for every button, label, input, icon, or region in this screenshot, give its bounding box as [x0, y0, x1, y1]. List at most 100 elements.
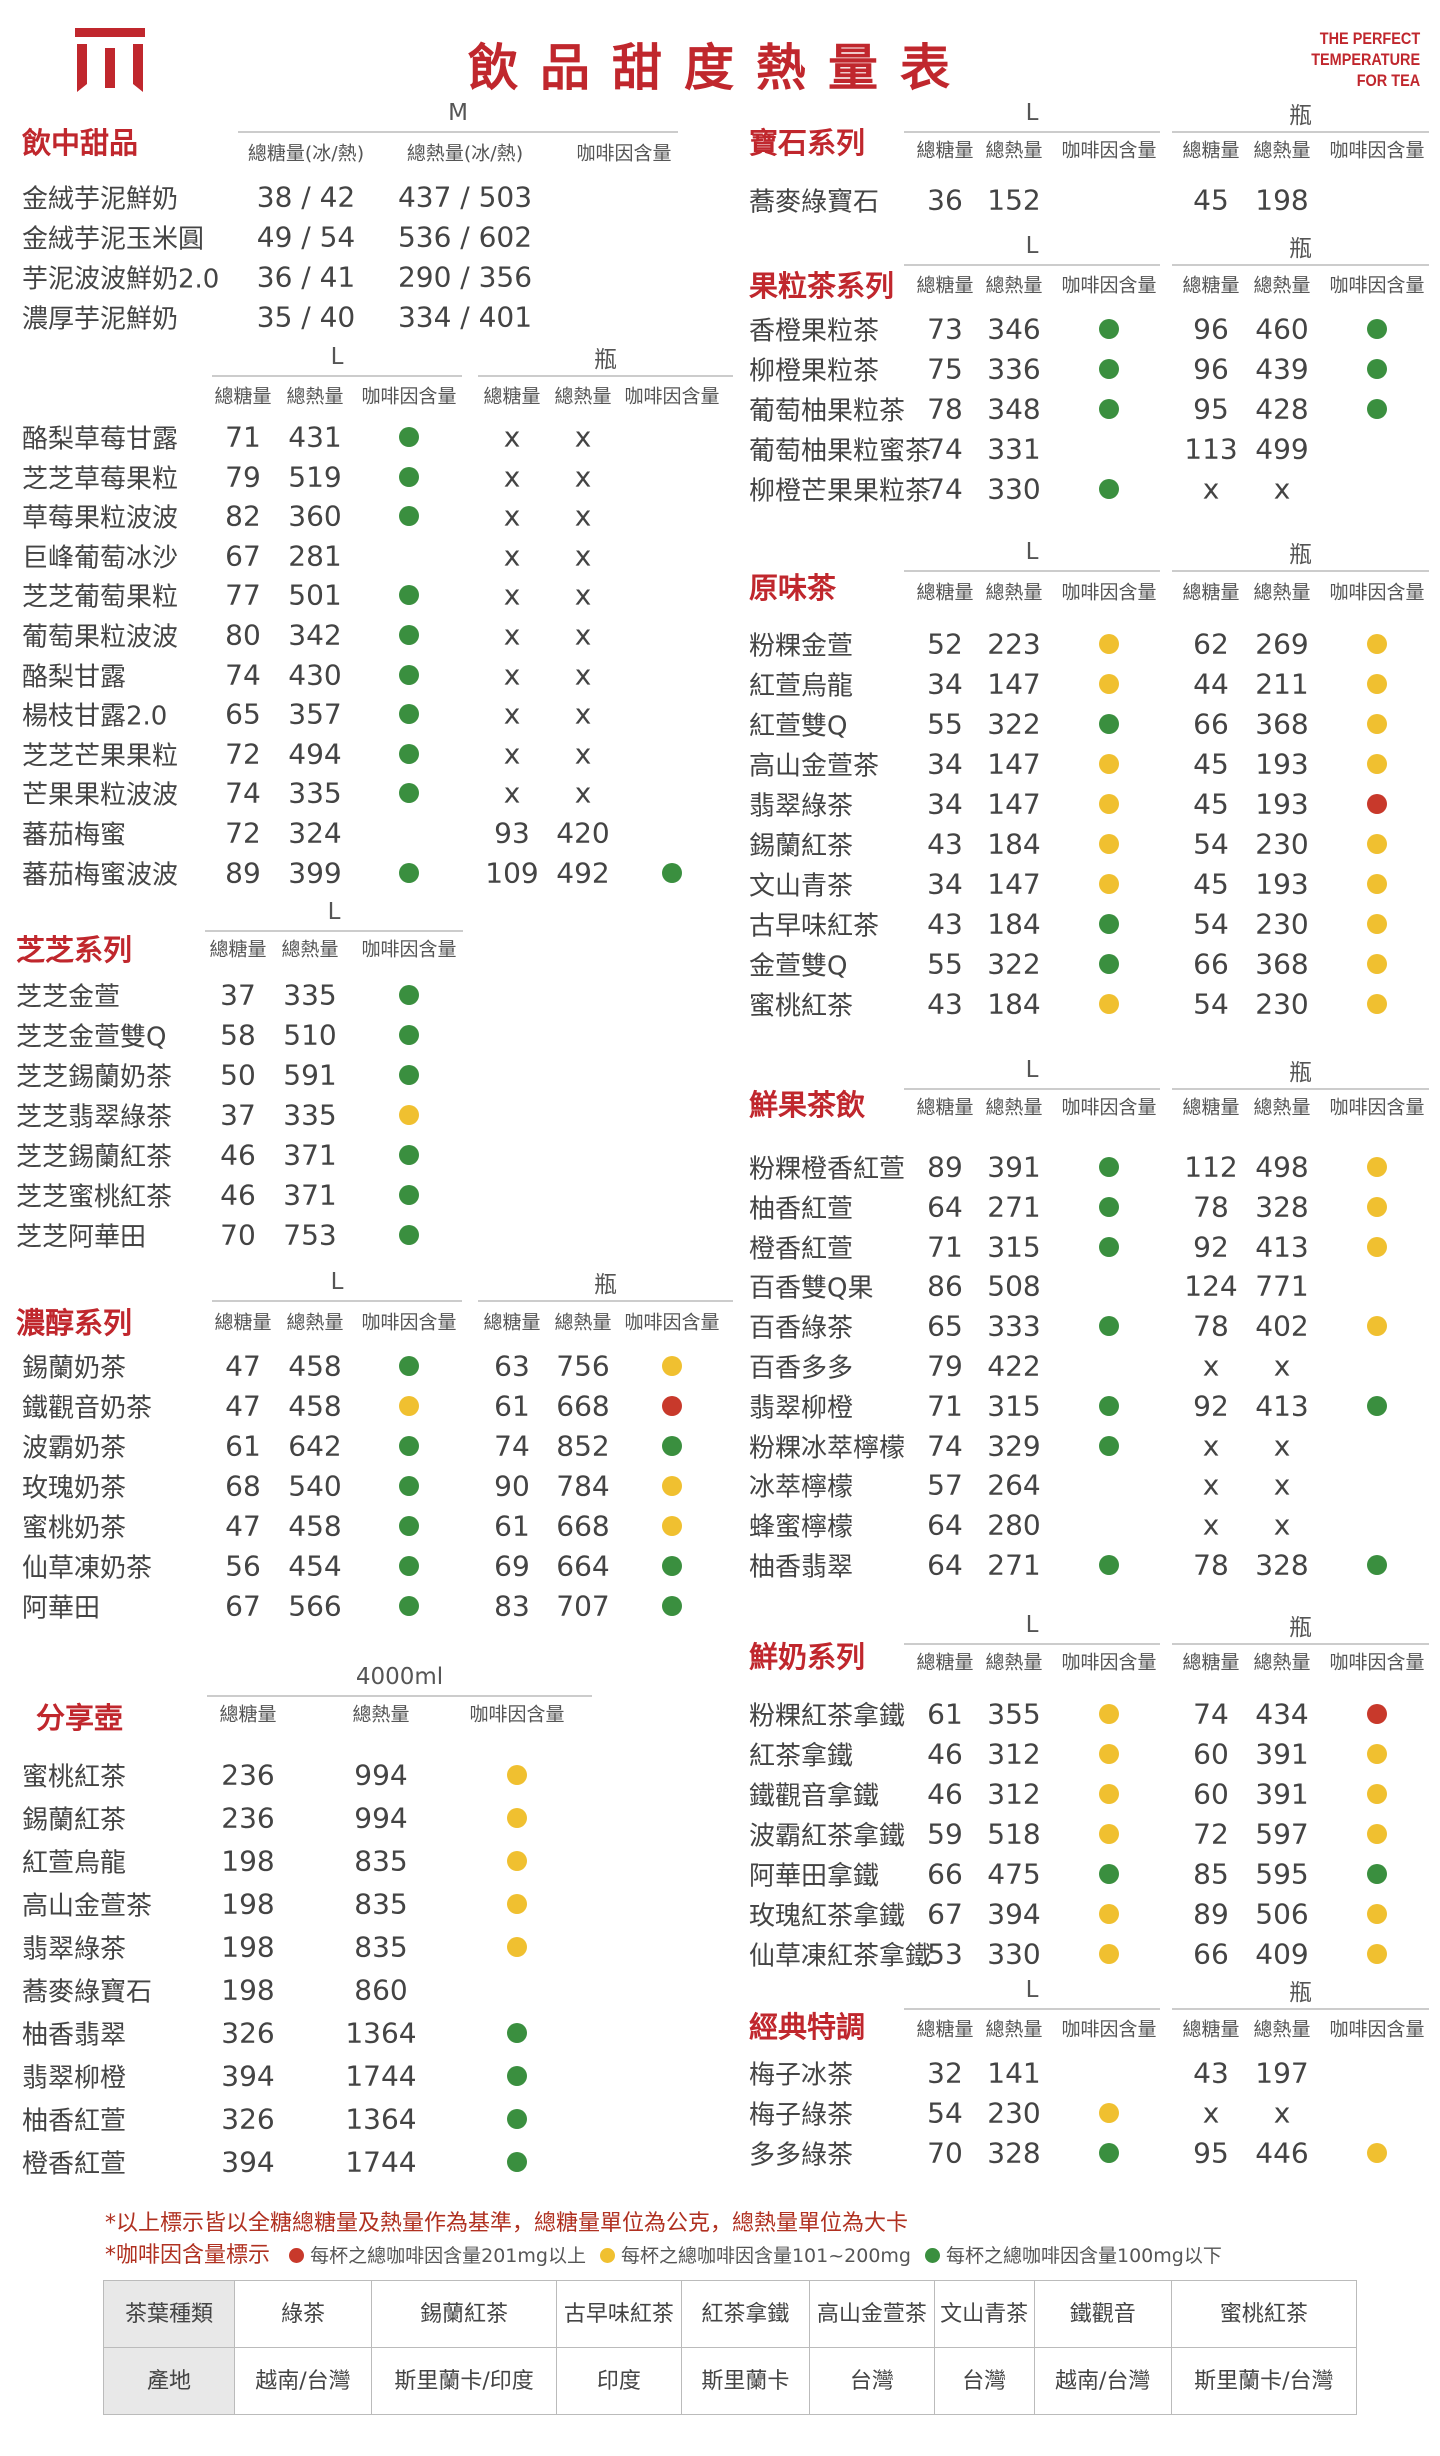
calorie-value: 342	[288, 618, 342, 652]
calorie-value: x	[574, 420, 592, 454]
sugar-value: 34	[927, 747, 963, 781]
caffeine-green-dot-icon	[1099, 399, 1119, 419]
column-header: 總糖量	[1182, 139, 1240, 162]
sugar-value: 47	[225, 1389, 261, 1423]
column-header: 咖啡因含量	[576, 142, 672, 165]
sugar-value: 124	[1184, 1269, 1238, 1303]
sugar-value: 326	[221, 2016, 275, 2050]
brand-logo	[75, 28, 145, 92]
caffeine-yellow-dot-icon	[1367, 1196, 1387, 1217]
sugar-value: 37	[220, 1098, 256, 1132]
tea-type-cell: 錫蘭紅茶	[370, 2280, 558, 2348]
legend-text: 每杯之總咖啡因含量100mg以下	[945, 2245, 1222, 2267]
sugar-value: 32	[927, 2056, 963, 2090]
calorie-value: x	[574, 578, 592, 612]
calorie-value: x	[1273, 1468, 1291, 1502]
calorie-value: 994	[354, 1758, 408, 1792]
sugar-value: 68	[225, 1469, 261, 1503]
size-divider	[478, 375, 733, 377]
caffeine-red-dot-icon	[1367, 1704, 1387, 1724]
sugar-value: x	[503, 658, 521, 692]
calorie-value: x	[1273, 1508, 1291, 1542]
caffeine-green-dot-icon	[1099, 319, 1119, 339]
sugar-value: 72	[1193, 1817, 1229, 1851]
drink-name: 酪梨草莓甘露	[22, 424, 179, 455]
calorie-value: 835	[354, 1844, 408, 1878]
sugar-value: 96	[1193, 352, 1229, 386]
caffeine-green-dot-icon	[399, 985, 419, 1005]
size-divider	[207, 1695, 592, 1697]
drink-name: 香橙果粒茶	[749, 316, 880, 347]
column-header: 咖啡因含量	[1329, 139, 1425, 162]
drink-name: 紅萱烏龍	[749, 671, 854, 702]
column-header: 總糖量	[1182, 2018, 1240, 2041]
column-header: 總熱量	[985, 139, 1043, 162]
sugar-value: 71	[225, 420, 261, 454]
calorie-value: 391	[987, 1150, 1041, 1184]
calorie-value: 784	[556, 1469, 610, 1503]
caffeine-green-dot-icon	[399, 1436, 419, 1456]
sugar-value: 85	[1193, 1857, 1229, 1891]
drink-name: 芝芝葡萄果粒	[22, 582, 179, 613]
drink-name: 蕎麥綠寶石	[749, 187, 880, 218]
calorie-value: x	[574, 697, 592, 731]
calorie-value: 1364	[345, 2102, 417, 2136]
drink-name: 芝芝芒果果粒	[22, 741, 179, 772]
section-title-zhizhi: 芝芝系列	[16, 933, 133, 967]
caffeine-yellow-dot-icon	[1367, 994, 1387, 1014]
sugar-value: 112	[1184, 1150, 1238, 1184]
sugar-value: x	[503, 539, 521, 573]
calorie-value: 329	[987, 1429, 1041, 1463]
sugar-value: 394	[221, 2145, 275, 2179]
sugar-value: 236	[221, 1758, 275, 1792]
sugar-value: 50	[220, 1058, 256, 1092]
legend-items: 每杯之總咖啡因含量201mg以上 每杯之總咖啡因含量101~200mg 每杯之總咖啡…	[275, 2245, 1222, 2267]
sugar-value: 43	[927, 907, 963, 941]
caffeine-green-dot-icon	[399, 466, 419, 487]
caffeine-green-dot-icon	[1367, 319, 1387, 339]
drink-name: 文山青茶	[749, 871, 854, 902]
sugar-value: 198	[221, 1930, 275, 1964]
drink-name: 蕃茄梅蜜	[22, 820, 127, 851]
column-header: 總熱量	[281, 938, 339, 961]
section-title-pulp: 果粒茶系列	[749, 269, 895, 303]
column-header: 總糖量	[214, 1311, 272, 1334]
size-label: 瓶	[1289, 1980, 1312, 2006]
size-label: L	[1025, 1612, 1039, 1638]
calorie-value: 322	[987, 947, 1041, 981]
calorie-value: 335	[283, 978, 337, 1012]
caffeine-green-dot-icon	[1099, 2143, 1119, 2163]
drink-name: 粉粿紅茶拿鐵	[749, 1701, 906, 1732]
column-header: 咖啡因含量	[1061, 274, 1157, 297]
sugar-value: 54	[1193, 987, 1229, 1021]
sugar-value: 49 / 54	[256, 220, 356, 254]
caffeine-yellow-dot-icon	[507, 1851, 527, 1871]
sugar-value: 86	[927, 1269, 963, 1303]
drink-name: 翡翠綠茶	[22, 1934, 127, 1965]
calorie-value: 312	[987, 1737, 1041, 1771]
calorie-value: 994	[354, 1801, 408, 1835]
column-header: 咖啡因含量	[1061, 2018, 1157, 2041]
calorie-value: 506	[1255, 1897, 1309, 1931]
calorie-value: 331	[987, 432, 1041, 466]
caffeine-green-dot-icon	[399, 1145, 419, 1165]
caffeine-yellow-dot-icon	[662, 1476, 682, 1496]
drink-name: 百香雙Q果	[749, 1273, 874, 1304]
caffeine-red-dot-icon	[1367, 794, 1387, 814]
caffeine-yellow-dot-icon	[1367, 1824, 1387, 1844]
column-header: 咖啡因含量	[361, 938, 457, 961]
caffeine-green-dot-icon	[662, 1596, 682, 1616]
caffeine-yellow-dot-icon	[399, 1105, 419, 1125]
caffeine-yellow-dot-icon	[599, 2248, 615, 2263]
calorie-value: x	[574, 658, 592, 692]
caffeine-yellow-dot-icon	[1367, 834, 1387, 854]
section-title-sweets: 飲中甜品	[22, 126, 139, 160]
drink-name: 粉粿金萱	[749, 631, 854, 662]
caffeine-green-dot-icon	[507, 2152, 527, 2172]
sugar-value: 44	[1193, 667, 1229, 701]
origin-cell: 台灣	[809, 2347, 935, 2415]
sugar-value: x	[1202, 1468, 1220, 1502]
calorie-value: 264	[987, 1468, 1041, 1502]
caffeine-green-dot-icon	[399, 664, 419, 685]
calorie-value: x	[1273, 1429, 1291, 1463]
